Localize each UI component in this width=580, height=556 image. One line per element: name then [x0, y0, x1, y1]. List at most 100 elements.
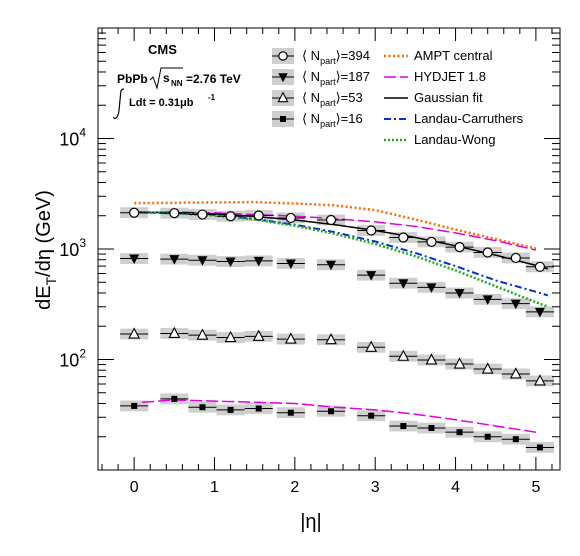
marker-filled-square: [255, 405, 262, 412]
marker-filled-triangle: [454, 288, 465, 299]
lumi-exponent: -1: [208, 93, 216, 102]
marker-filled-square: [171, 395, 178, 402]
marker-open-circle: [278, 51, 288, 61]
marker-open-circle: [169, 208, 180, 219]
curve-gaussian-fit: [134, 211, 549, 270]
legend-label: Landau-Wong: [414, 132, 495, 147]
marker-filled-square: [368, 412, 375, 419]
marker-filled-square: [287, 409, 294, 416]
x-tick-label: 4: [451, 479, 460, 496]
marker-open-circle: [366, 225, 377, 236]
legend-label: Gaussian fit: [414, 90, 483, 105]
x-axis-label: |η|: [300, 511, 322, 533]
marker-open-circle: [253, 210, 264, 221]
legend: ⟨ Npart⟩=394 ⟨ Npart⟩=187 ⟨ Npart⟩=53 ⟨ Npa…: [272, 48, 524, 147]
data-points: [120, 207, 554, 451]
x-tick-label: 1: [210, 479, 219, 496]
marker-filled-square: [280, 116, 286, 122]
marker-filled-triangle: [398, 279, 409, 289]
marker-filled-triangle: [253, 256, 264, 267]
marker-open-circle: [197, 209, 208, 220]
marker-filled-square: [227, 406, 234, 413]
marker-open-triangle: [284, 332, 297, 344]
marker-open-triangle: [534, 374, 546, 386]
sqrt-symbol: [149, 67, 183, 90]
experiment-label: CMS: [148, 42, 177, 57]
lumi-text: Ldt = 0.31μb: [129, 97, 194, 109]
marker-filled-square: [131, 402, 138, 409]
marker-filled-triangle: [169, 255, 180, 265]
marker-filled-square: [536, 444, 543, 451]
y-tick-label: 102: [59, 347, 86, 371]
marker-open-triangle: [224, 330, 237, 343]
marker-filled-triangle: [225, 257, 236, 268]
integral-symbol: [113, 88, 125, 120]
marker-open-triangle: [128, 327, 141, 339]
luminosity-label: Ldt = 0.31μb -1: [113, 88, 216, 120]
x-tick-label: 5: [531, 479, 540, 496]
marker-open-triangle: [196, 328, 209, 340]
marker-filled-triangle: [534, 307, 545, 318]
marker-filled-triangle: [285, 259, 296, 269]
marker-open-circle: [534, 261, 546, 272]
legend-label: ⟨ Npart⟩=53: [302, 90, 363, 108]
curve-hydjet-1-8: [142, 399, 537, 433]
y-tick-label: 104: [59, 126, 86, 150]
collision-text: PbPb: [117, 72, 148, 86]
x-tick-label: 0: [130, 479, 139, 496]
x-axis-title: |η|: [300, 511, 322, 533]
marker-open-circle: [398, 232, 409, 243]
marker-filled-triangle: [482, 295, 493, 305]
marker-filled-square: [512, 436, 519, 443]
marker-open-triangle: [365, 340, 378, 352]
energy-text: =2.76 TeV: [186, 72, 241, 86]
y-axis-label: dET/dη (GeV): [33, 190, 59, 310]
marker-filled-triangle: [197, 256, 208, 266]
marker-open-triangle: [481, 362, 494, 374]
curve-ampt-central: [134, 200, 537, 250]
marker-open-triangle: [509, 367, 522, 379]
x-tick-label: 3: [371, 479, 380, 496]
legend-label: ⟨ Npart⟩=187: [302, 69, 370, 87]
marker-open-triangle: [325, 333, 337, 345]
marker-open-triangle: [397, 349, 410, 361]
marker-filled-square: [199, 404, 206, 411]
marker-open-circle: [510, 252, 521, 264]
marker-filled-triangle: [129, 254, 140, 265]
marker-open-triangle: [453, 357, 466, 369]
marker-filled-square: [328, 408, 335, 415]
legend-label: ⟨ Npart⟩=394: [302, 48, 370, 66]
s-symbol: s: [163, 71, 170, 85]
x-tick-label: 2: [290, 479, 299, 496]
curve-landau-carruthers: [134, 211, 549, 297]
marker-filled-square: [484, 433, 491, 440]
marker-filled-triangle: [326, 260, 337, 271]
marker-open-triangle: [252, 329, 265, 341]
marker-open-triangle: [277, 91, 289, 103]
marker-open-triangle: [425, 353, 438, 365]
marker-filled-square: [456, 429, 463, 436]
collision-label: PbPb s NN =2.76 TeV: [117, 67, 241, 90]
marker-filled-triangle: [278, 73, 288, 83]
legend-label: AMPT central: [414, 48, 493, 63]
y-tick-label: 103: [59, 236, 86, 260]
marker-open-circle: [129, 207, 140, 218]
legend-label: HYDJET 1.8: [414, 69, 486, 84]
curve-landau-wong: [134, 211, 549, 308]
marker-open-circle: [482, 247, 493, 258]
marker-open-circle: [454, 242, 465, 253]
legend-label: Landau-Carruthers: [414, 111, 524, 126]
marker-open-triangle: [168, 326, 181, 339]
marker-open-circle: [325, 214, 337, 226]
marker-filled-square: [428, 424, 435, 431]
marker-filled-triangle: [426, 283, 437, 293]
marker-filled-square: [400, 423, 407, 430]
legend-label: ⟨ Npart⟩=16: [302, 111, 363, 129]
nn-subscript: NN: [171, 79, 183, 88]
axes: 0 1 2 3 4 5 102 103 104: [59, 28, 560, 496]
marker-filled-triangle: [510, 299, 521, 310]
marker-open-circle: [285, 212, 296, 224]
marker-open-circle: [426, 236, 437, 247]
marker-open-circle: [225, 211, 236, 222]
